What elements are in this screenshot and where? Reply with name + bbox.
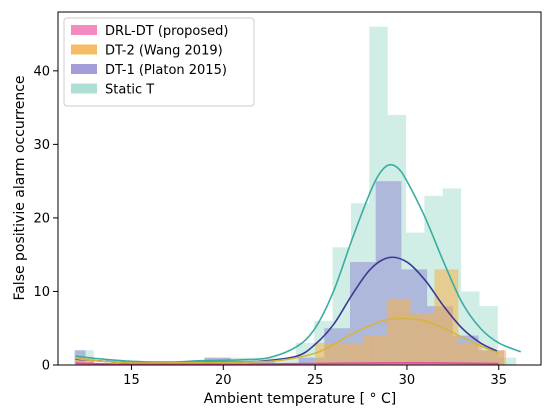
histogram-bar (204, 357, 231, 365)
series-2-bars (75, 269, 507, 365)
x-axis-label: Ambient temperature [ ° C] (204, 391, 396, 407)
histogram-bar (386, 298, 411, 365)
histogram-bar (315, 362, 499, 365)
histogram-bar (482, 350, 507, 365)
histogram-bar (434, 269, 459, 365)
kde-layer (75, 163, 522, 366)
y-tick-label: 30 (33, 138, 50, 153)
histogram-bar (223, 361, 242, 365)
histogram-bar (74, 350, 86, 365)
y-tick-label: 40 (33, 64, 50, 79)
legend-box (63, 17, 255, 107)
legend-label: DT-1 (Platon 2015) (105, 63, 227, 78)
y-tick-label: 20 (33, 211, 50, 226)
histogram-bar (277, 357, 296, 365)
histogram-bar (458, 342, 483, 365)
legend: DRL-DT (proposed) DT-2 (Wang 2019) DT-1 (P… (63, 17, 255, 107)
x-ticks: 15 20 25 30 35 (123, 365, 507, 388)
series-0-kde-line (75, 163, 522, 363)
y-tick-label: 10 (33, 285, 50, 300)
legend-swatch (71, 83, 97, 94)
legend-label: DRL-DT (proposed) (105, 24, 228, 39)
x-tick-label: 25 (307, 373, 324, 388)
legend-swatch (71, 44, 97, 55)
plot-frame (57, 11, 542, 366)
x-tick-label: 30 (399, 373, 416, 388)
legend-label: DT-2 (Wang 2019) (105, 44, 223, 59)
series-3-kde-line (75, 361, 499, 366)
x-tick-label: 35 (490, 373, 507, 388)
histogram-bar (410, 313, 435, 365)
x-tick-label: 15 (123, 373, 140, 388)
series-2-kde-line (75, 317, 500, 364)
histogram-bar (338, 342, 363, 365)
y-tick-label: 0 (42, 359, 50, 374)
legend-swatch (71, 64, 97, 74)
histogram-bar (362, 335, 387, 365)
legend-label: Static T (105, 83, 154, 98)
y-ticks: 0 10 20 30 40 (33, 64, 58, 374)
y-axis-label: False positivie alarm occurrence (12, 75, 28, 300)
histogram-bar (315, 342, 339, 365)
histogram-bar (497, 357, 517, 365)
x-tick-label: 20 (215, 373, 232, 388)
histogram-bar (298, 357, 325, 365)
legend-swatch (71, 25, 97, 35)
histogram-bar (75, 357, 94, 365)
